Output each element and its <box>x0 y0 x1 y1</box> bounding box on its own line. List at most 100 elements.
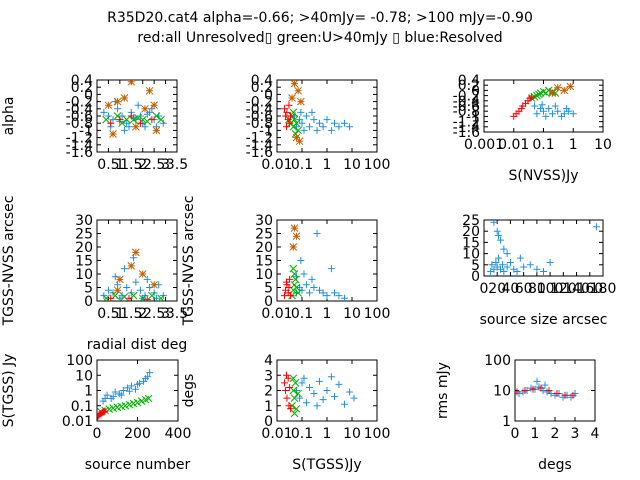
x-tick-label: 10 <box>343 306 361 322</box>
data-point <box>120 126 128 134</box>
data-point <box>548 110 556 118</box>
y-tick-label: 0.4 <box>458 73 480 89</box>
panel-p2: 0.010.1 1 10 1000.40.20-0.2-0.4-0.6-0.8-1-1… <box>246 73 391 173</box>
data-point <box>290 409 299 418</box>
data-point <box>118 112 126 120</box>
data-point <box>134 380 141 388</box>
data-point <box>297 257 305 264</box>
series-blue <box>292 230 348 301</box>
data-point <box>289 374 298 383</box>
data-point <box>297 97 305 106</box>
data-point <box>526 94 534 102</box>
data-point <box>138 270 147 278</box>
data-point <box>152 126 161 135</box>
y-tick-label: -1.6 <box>246 145 273 161</box>
data-point <box>284 374 292 382</box>
data-point <box>150 280 158 289</box>
x-tick-label: 0.001 <box>464 137 504 153</box>
y-tick-label: 20 <box>255 240 273 256</box>
data-point <box>142 375 150 383</box>
data-point <box>319 396 327 404</box>
data-point <box>506 259 514 267</box>
data-point <box>157 294 165 301</box>
data-point <box>294 126 302 135</box>
data-point <box>313 402 321 410</box>
y-tick-label: 20 <box>462 224 480 240</box>
y-tick-label: 1 <box>264 399 273 415</box>
y-tick-label: 100 <box>66 353 93 369</box>
y-axis-label: TGSS-NVSS arcsec <box>1 196 17 327</box>
data-point <box>300 374 308 382</box>
series-blue <box>292 373 358 410</box>
data-point <box>331 119 339 127</box>
x-tick-label: 10 <box>343 157 361 173</box>
data-point <box>298 379 306 387</box>
x-tick-label: 0.01 <box>261 306 292 322</box>
y-tick-label: -0.4 <box>246 102 273 118</box>
data-point <box>560 86 569 95</box>
x-tick-label: 3 <box>161 157 170 173</box>
data-point <box>526 261 534 269</box>
series-red <box>107 294 151 301</box>
data-point <box>545 387 553 394</box>
x-tick-label: 2.5 <box>143 306 165 322</box>
data-point <box>297 108 305 116</box>
data-point <box>148 116 156 124</box>
data-point <box>125 387 133 395</box>
data-point <box>569 391 577 399</box>
data-point <box>143 296 151 301</box>
x-tick-label: 3 <box>571 426 580 442</box>
y-tick-label: 0.4 <box>71 73 93 89</box>
data-point <box>335 380 343 388</box>
data-point <box>540 268 547 276</box>
x-tick-label: 2 <box>138 157 147 173</box>
data-point <box>283 371 291 379</box>
series-orange <box>288 80 305 146</box>
data-point <box>290 80 299 88</box>
data-point <box>141 123 149 131</box>
x-axis-label: radial dist deg <box>87 337 187 353</box>
data-point <box>292 232 301 241</box>
data-point <box>282 387 290 394</box>
data-point <box>495 254 503 262</box>
data-point <box>289 386 298 395</box>
series-green <box>288 374 302 418</box>
series-blue <box>99 369 154 405</box>
data-point <box>107 119 115 127</box>
x-tick-label: 10 <box>594 137 612 153</box>
panels: 0.511.522.533.50.40.20-0.2-0.4-0.6-0.8-1… <box>1 73 616 473</box>
data-point <box>528 93 536 101</box>
data-point <box>488 261 496 269</box>
y-tick-label: 1 <box>84 384 93 400</box>
y-tick-label: 25 <box>462 213 480 229</box>
y-tick-label: 20 <box>75 240 93 256</box>
y-tick-label: 1 <box>502 414 511 430</box>
x-tick-label: 0.1 <box>291 426 313 442</box>
data-point <box>340 294 348 301</box>
plot-frame <box>483 219 604 277</box>
x-axis-label: degs <box>538 457 572 473</box>
y-tick-label: -0.2 <box>453 89 480 105</box>
data-point <box>286 119 294 127</box>
x-axis-label: source number <box>85 457 191 473</box>
data-point <box>109 116 117 124</box>
data-point <box>132 248 140 257</box>
series-blue <box>531 101 577 120</box>
data-point <box>143 117 152 126</box>
data-point <box>283 278 291 286</box>
y-tick-label: -1 <box>259 123 273 139</box>
series-red <box>510 93 536 120</box>
data-point <box>116 116 124 124</box>
data-point <box>531 102 539 110</box>
data-point <box>127 112 135 120</box>
data-point <box>123 119 131 127</box>
x-tick-label: 180 <box>590 281 617 297</box>
y-tick-label: -0.6 <box>246 109 273 125</box>
data-point <box>131 385 139 393</box>
data-point <box>283 123 291 131</box>
x-tick-label: 1 <box>323 426 332 442</box>
